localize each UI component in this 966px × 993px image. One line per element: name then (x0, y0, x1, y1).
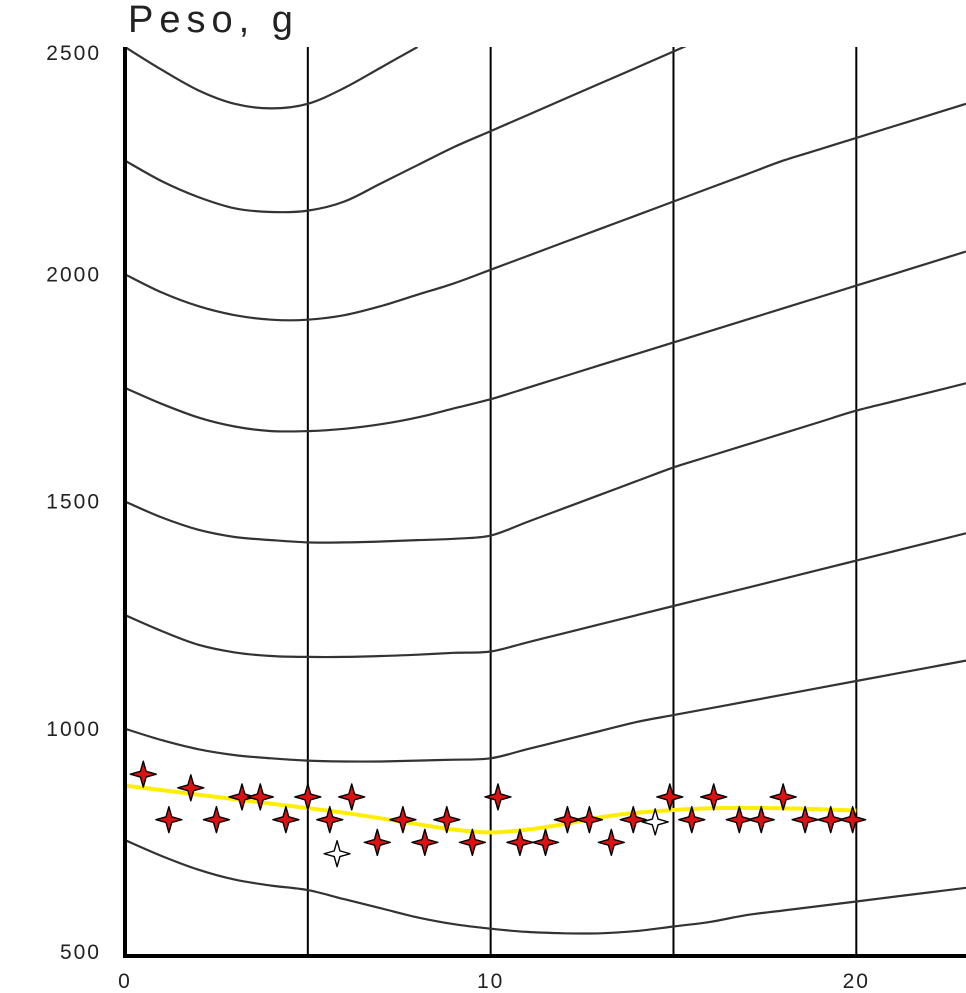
data-point (678, 805, 706, 834)
x-tick-labels: 0 10 20 (118, 970, 870, 993)
reference-curve-2 (125, 659, 966, 763)
data-point (228, 783, 256, 811)
reference-curves (125, 47, 966, 935)
reference-curve-3 (125, 532, 966, 659)
y-tick-label: 1000 (46, 718, 101, 741)
data-point (506, 828, 534, 857)
data-point (202, 805, 231, 834)
reference-curve-8 (125, 47, 419, 110)
data-point (316, 805, 344, 834)
data-point (389, 805, 417, 834)
data-point (791, 805, 819, 834)
data-point (155, 805, 183, 834)
data-point (411, 828, 439, 857)
y-axis-title: Peso, g (128, 0, 299, 41)
open-data-point (641, 808, 669, 836)
x-tick-label: 20 (843, 970, 870, 993)
data-points (129, 760, 867, 868)
y-tick-label: 500 (60, 941, 101, 964)
data-point (838, 805, 867, 834)
data-point (338, 783, 366, 811)
open-data-point (323, 840, 351, 868)
data-point (363, 828, 391, 857)
data-point (575, 805, 604, 834)
reference-curve-5 (125, 250, 966, 433)
fitted-curve-group (124, 783, 857, 835)
data-point (700, 783, 728, 811)
reference-curve-1 (125, 839, 966, 935)
data-point (433, 805, 461, 834)
x-tick-label: 10 (477, 970, 504, 993)
data-point (817, 805, 845, 834)
x-tick-label: 0 (118, 970, 132, 993)
y-tick-label: 2000 (46, 263, 101, 286)
data-point (656, 783, 684, 811)
data-point (619, 805, 647, 834)
y-tick-label: 2500 (46, 42, 101, 65)
reference-curve-7 (125, 47, 687, 214)
reference-curve-4 (125, 382, 966, 544)
y-tick-label: 1500 (46, 491, 101, 514)
data-point (177, 774, 205, 802)
data-point (769, 783, 797, 811)
y-tick-labels: 500 1000 1500 2000 2500 (46, 42, 101, 964)
data-point (531, 828, 560, 857)
data-point (294, 783, 322, 811)
data-point (747, 805, 775, 834)
fitted-curve (124, 783, 857, 835)
axes (123, 47, 966, 958)
data-point (129, 760, 157, 788)
reference-curve-6 (125, 102, 966, 322)
data-point (272, 805, 300, 834)
data-point (484, 783, 512, 811)
data-point (246, 783, 274, 811)
data-point (458, 828, 487, 857)
data-point (597, 828, 626, 857)
data-point (553, 805, 582, 834)
data-point (725, 805, 753, 834)
